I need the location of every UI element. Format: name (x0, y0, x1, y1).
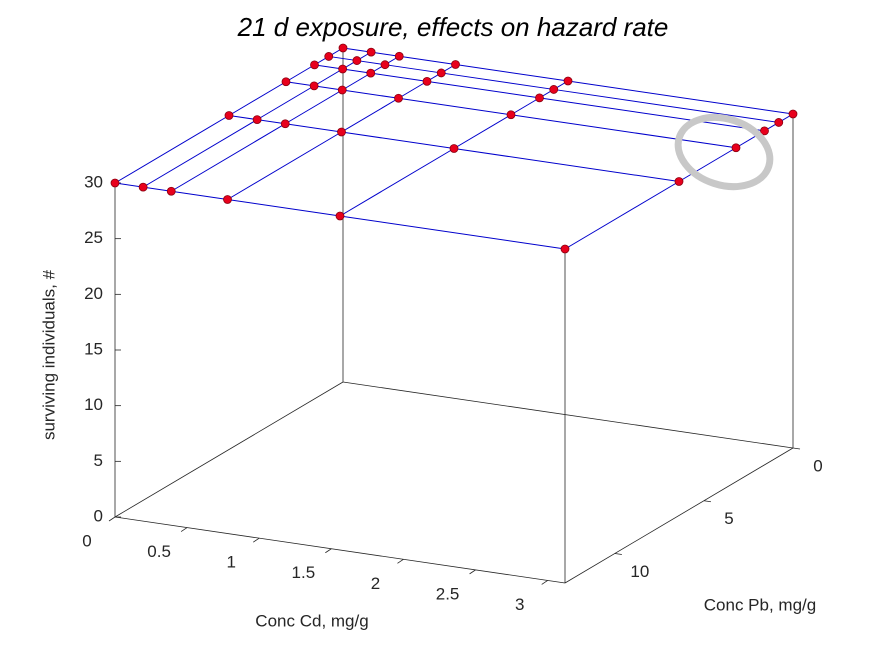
data-point (366, 47, 376, 57)
x-tick (108, 516, 116, 522)
y-axis-label: Conc Pb, mg/g (704, 595, 816, 614)
mesh-line (314, 64, 765, 132)
box-edge (342, 381, 794, 449)
chart-title: 21 d exposure, effects on hazard rate (237, 12, 669, 42)
data-point (394, 93, 403, 103)
x-tick-label: 0.5 (147, 542, 171, 561)
data-point (506, 110, 516, 120)
data-point (138, 182, 148, 192)
highlight-ellipse (674, 113, 774, 191)
data-point (788, 109, 798, 119)
box-edge (114, 516, 566, 584)
data-point (549, 85, 559, 94)
data-point (252, 115, 262, 125)
data-point (110, 178, 120, 188)
y-tick (614, 553, 622, 555)
x-tick-label: 3 (515, 595, 524, 614)
x-tick-label: 1.5 (292, 563, 316, 582)
y-tick (792, 447, 801, 450)
x-tick-label: 1 (226, 553, 235, 572)
data-point (774, 118, 784, 127)
box-edge (564, 447, 794, 584)
data-point (674, 177, 684, 186)
box-edge (114, 381, 344, 518)
mesh-line (342, 47, 794, 115)
z-tick-label: 15 (84, 339, 103, 358)
data-point (337, 127, 346, 137)
data-point (223, 195, 232, 204)
data-point (366, 68, 376, 78)
data-point (166, 186, 176, 196)
data-point (310, 60, 319, 70)
data-point (731, 143, 741, 153)
x-tick (541, 580, 548, 585)
x-axis-label: Conc Cd, mg/g (255, 611, 368, 630)
data-point (309, 81, 319, 91)
z-tick-label: 0 (94, 506, 103, 525)
x-tick (469, 569, 476, 575)
data-point (352, 56, 362, 65)
data-point (337, 85, 347, 95)
y-tick-label: 5 (724, 509, 733, 528)
data-point (380, 60, 390, 70)
data-point (335, 211, 345, 221)
data-point (535, 93, 544, 103)
data-point (560, 244, 570, 254)
y-tick-label: 0 (813, 456, 822, 475)
mesh-line (328, 55, 779, 123)
data-point (324, 52, 334, 61)
data-point (563, 76, 573, 86)
data-point (338, 43, 348, 53)
z-tick-label: 20 (84, 284, 103, 303)
data-point (422, 76, 432, 86)
z-tick-label: 10 (84, 395, 103, 414)
data-point (224, 111, 234, 120)
data-point (338, 64, 348, 74)
x-tick (180, 527, 188, 532)
z-axis-label: surviving individuals, # (39, 269, 58, 440)
data-point (394, 51, 404, 61)
z-tick-label: 25 (84, 228, 103, 247)
data-point (281, 77, 291, 87)
mesh-line (285, 81, 737, 149)
data-point (451, 60, 460, 69)
data-point (280, 119, 290, 129)
mesh-line (228, 115, 680, 182)
x-tick (325, 548, 332, 554)
x-tick-label: 2 (371, 574, 380, 593)
y-tick-label: 10 (630, 562, 649, 581)
data-point (436, 68, 446, 78)
x-tick (253, 537, 260, 543)
data-point (760, 126, 769, 136)
x-tick-label: 2.5 (436, 584, 460, 603)
y-tick (703, 500, 711, 503)
x-tick (397, 558, 404, 564)
z-tick-label: 5 (94, 451, 103, 470)
mesh-line (114, 182, 566, 250)
z-tick-label: 30 (84, 172, 103, 191)
x-tick-label: 0 (82, 531, 91, 550)
data-point (449, 144, 459, 153)
